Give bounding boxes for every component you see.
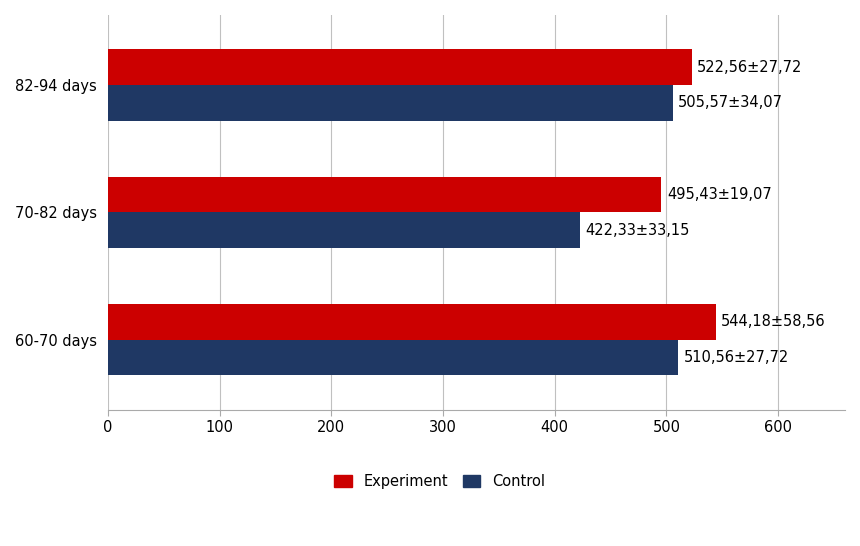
Bar: [108, 177, 661, 212]
Bar: [108, 85, 673, 121]
Bar: [108, 212, 580, 248]
Legend: Experiment, Control: Experiment, Control: [329, 468, 550, 495]
Bar: [108, 340, 679, 375]
Text: 544,18±58,56: 544,18±58,56: [722, 314, 826, 329]
Bar: [108, 304, 716, 340]
Text: 510,56±27,72: 510,56±27,72: [684, 350, 789, 365]
Bar: [108, 49, 691, 85]
Text: 422,33±33,15: 422,33±33,15: [585, 223, 690, 238]
Text: 495,43±19,07: 495,43±19,07: [666, 187, 771, 202]
Text: 522,56±27,72: 522,56±27,72: [697, 60, 802, 75]
Text: 505,57±34,07: 505,57±34,07: [679, 96, 783, 110]
